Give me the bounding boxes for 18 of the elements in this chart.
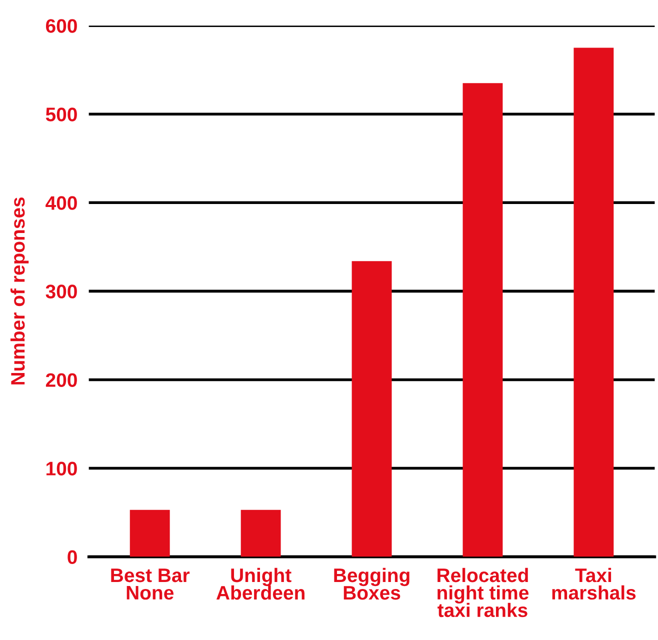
x-tick-label: Taxi marshals [552, 568, 636, 600]
bar [240, 510, 281, 557]
y-tick-label: 500 [46, 108, 77, 122]
x-tick-label: Begging Boxes [334, 568, 410, 600]
y-tick-label: 600 [46, 19, 77, 33]
y-tick-label: 0 [68, 550, 77, 564]
bar [462, 83, 503, 557]
bar [130, 510, 170, 557]
y-tick-label: 200 [46, 373, 77, 387]
y-tick-label: 100 [46, 462, 77, 476]
x-tick-label: Relocated night time taxi ranks [438, 568, 529, 618]
y-axis-title: Number of reponses [10, 197, 29, 384]
x-tick-label: Unight Aberdeen [216, 568, 304, 600]
y-tick-label: 400 [46, 196, 77, 210]
bar [352, 261, 392, 557]
x-tick-label: Best Bar None [111, 568, 190, 600]
bar [574, 48, 614, 557]
y-tick-label: 300 [46, 284, 77, 298]
